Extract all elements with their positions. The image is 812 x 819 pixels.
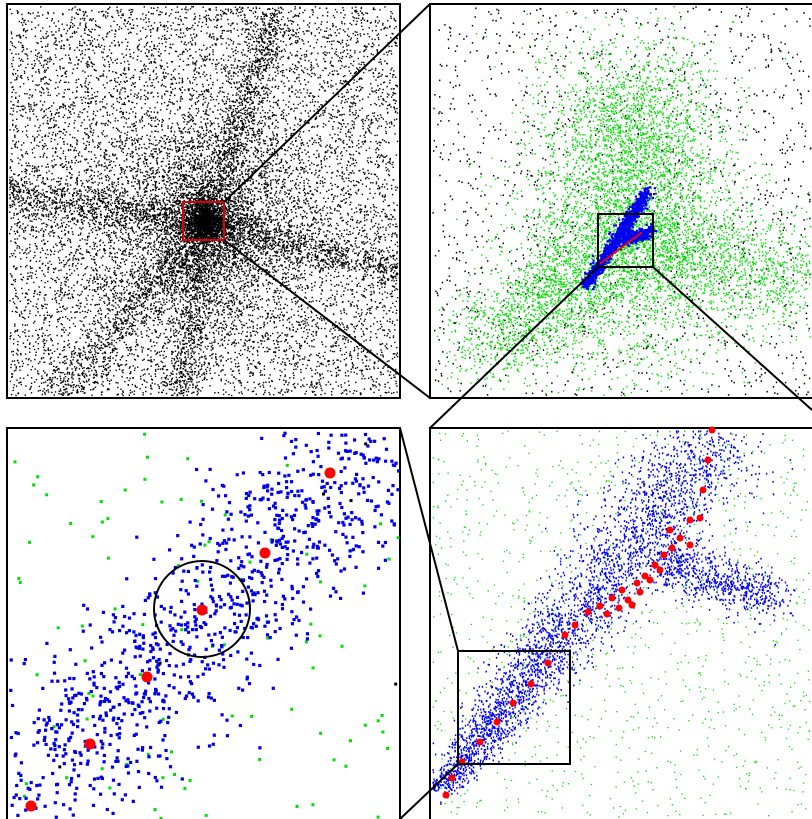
substructure-marker (667, 527, 674, 534)
substructure-marker (604, 611, 611, 618)
substructure-marker (443, 792, 450, 799)
substructure-marker (669, 545, 676, 552)
substructure-marker (652, 562, 659, 569)
substructure-marker (705, 457, 712, 464)
substructure-marker (647, 577, 654, 584)
substructure-marker (697, 515, 704, 522)
substructure-marker (142, 672, 153, 683)
substructure-marker (709, 427, 716, 434)
substructure-marker (700, 487, 707, 494)
substructure-marker (687, 542, 694, 549)
substructure-marker (325, 468, 336, 479)
substructure-marker (661, 552, 668, 559)
substructure-marker (477, 739, 484, 746)
substructure-marker (687, 517, 694, 524)
substructure-marker (197, 605, 208, 616)
substructure-marker (449, 775, 456, 782)
substructure-marker (634, 580, 641, 587)
substructure-marker (510, 700, 517, 707)
substructure-marker (657, 567, 664, 574)
substructure-marker (85, 739, 96, 750)
substructure-marker (629, 602, 636, 609)
substructure-marker (637, 589, 644, 596)
substructure-marker (494, 719, 501, 726)
substructure-marker (562, 632, 569, 639)
substructure-marker (585, 609, 592, 616)
substructure-marker (677, 535, 684, 542)
substructure-marker (619, 587, 626, 594)
substructure-marker (597, 603, 604, 610)
substructure-marker (26, 801, 37, 812)
substructure-marker (616, 605, 623, 612)
substructure-marker (609, 595, 616, 602)
substructure-marker (572, 622, 579, 629)
substructure-marker (545, 660, 552, 667)
substructure-marker (260, 548, 271, 559)
substructure-marker (528, 681, 535, 688)
